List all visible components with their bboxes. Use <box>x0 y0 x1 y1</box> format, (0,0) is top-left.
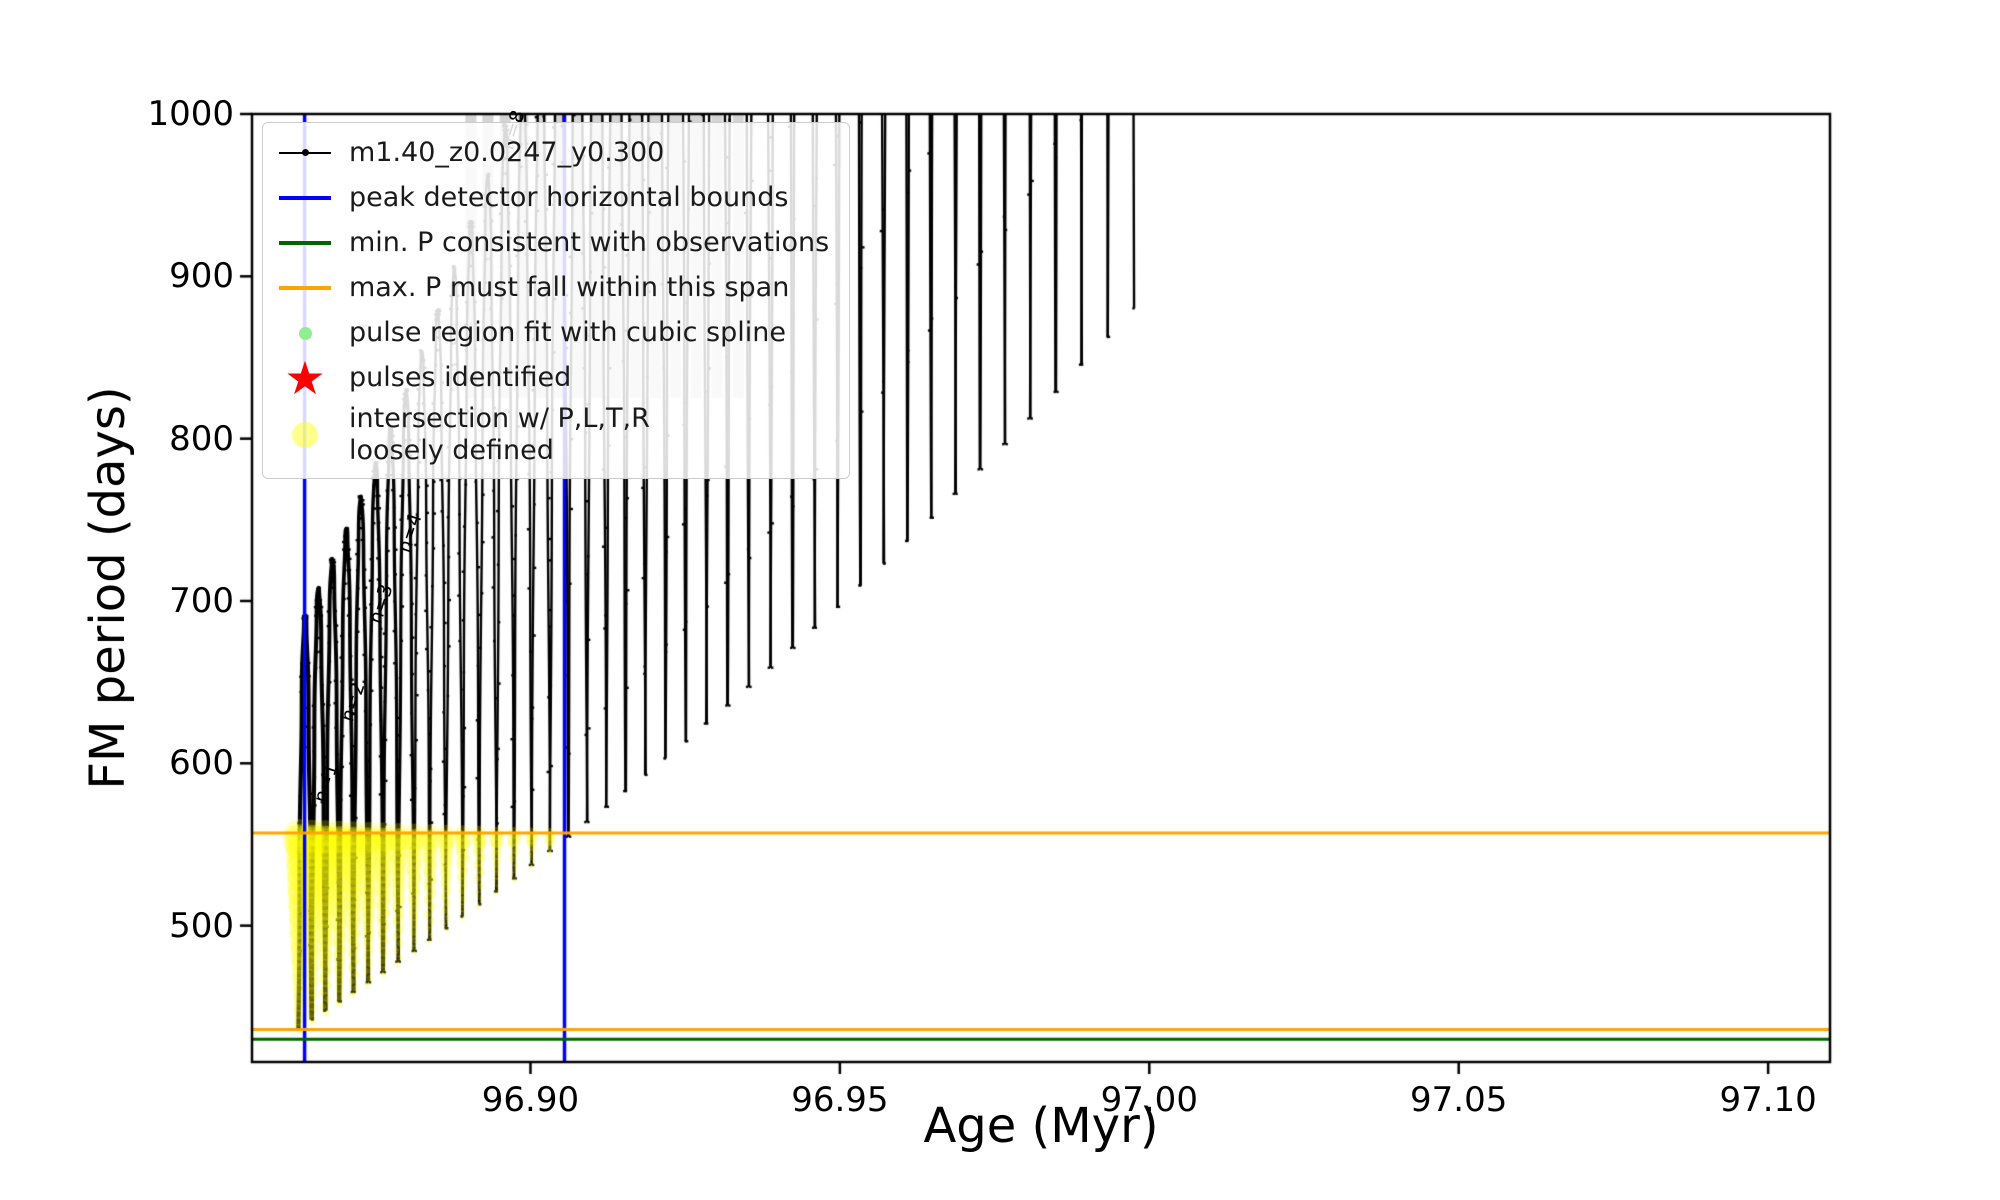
legend-entry-label: peak detector horizontal bounds <box>349 181 789 213</box>
x-tick-label: 96.95 <box>791 1080 889 1120</box>
y-axis-label: FM period (days) <box>80 386 136 790</box>
legend-entry: pulse region fit with cubic spline <box>277 313 829 353</box>
legend-entry: max. P must fall within this span <box>277 268 829 308</box>
legend-entry: min. P consistent with observations <box>277 223 829 263</box>
legend-marker-line-icon <box>277 223 333 263</box>
legend-marker-dot-icon <box>277 313 333 353</box>
y-tick-label: 800 <box>169 418 234 459</box>
legend-marker-star-icon: ★ <box>284 351 326 405</box>
legend-marker-line-icon <box>277 178 333 218</box>
legend-marker-circle-icon <box>277 415 333 455</box>
x-tick-label: 96.90 <box>481 1080 580 1120</box>
y-tick-label: 600 <box>169 743 234 784</box>
legend-entry-label: max. P must fall within this span <box>349 271 790 303</box>
x-axis-label: Age (Myr) <box>923 1098 1159 1154</box>
legend-entry-label: min. P consistent with observations <box>349 226 830 258</box>
legend-entry-label: intersection w/ P,L,T,R loosely defined <box>349 403 650 467</box>
x-tick-label: 97.00 <box>1100 1080 1198 1120</box>
legend-entry-label: pulses identified <box>349 361 572 393</box>
legend-entry: ★ pulses identified <box>277 351 829 405</box>
x-tick-label: 97.10 <box>1719 1080 1817 1120</box>
legend-marker-line-icon <box>277 268 333 308</box>
legend-entry-label: m1.40_z0.0247_y0.300 <box>349 136 665 168</box>
y-tick-label: 700 <box>169 580 234 621</box>
legend-entry: intersection w/ P,L,T,R loosely defined <box>277 403 829 468</box>
legend-entry: peak detector horizontal bounds <box>277 178 829 218</box>
y-tick-label: 1000 <box>147 94 234 134</box>
y-tick-label: 900 <box>169 256 234 297</box>
y-tick-label: 500 <box>169 905 234 946</box>
legend-entry-label: pulse region fit with cubic spline <box>349 316 786 348</box>
legend-entry: m1.40_z0.0247_y0.300 <box>277 133 829 173</box>
legend-marker-line-dot-icon <box>277 133 333 173</box>
x-tick-label: 97.05 <box>1410 1080 1508 1120</box>
